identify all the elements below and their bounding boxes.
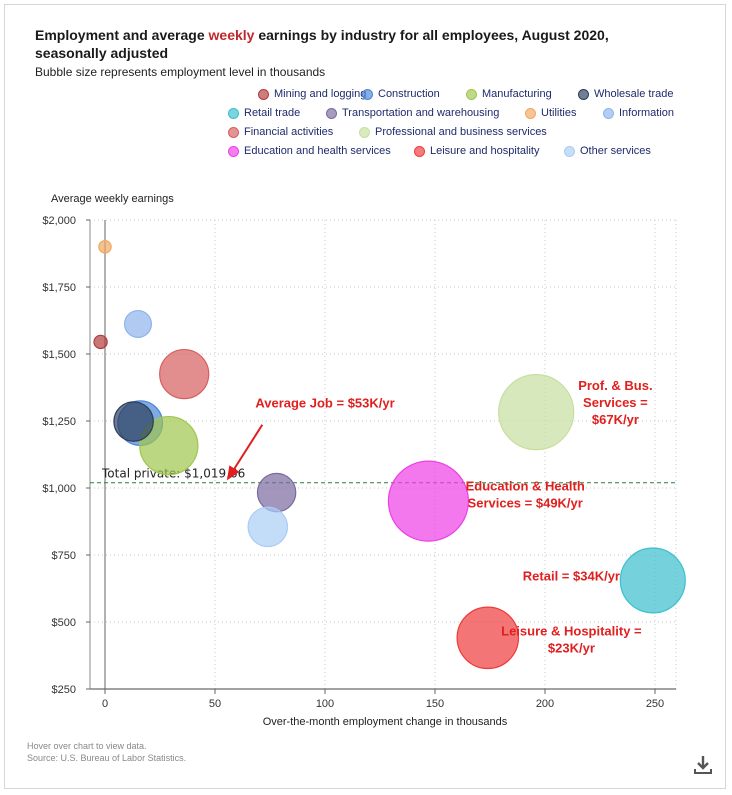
- bubble-point[interactable]: Other services: [247, 506, 289, 548]
- annotation-arrow: [226, 424, 264, 481]
- legend-item[interactable]: Transportation and warehousing: [326, 107, 499, 119]
- download-button[interactable]: [693, 754, 713, 776]
- legend-label: Education and health services: [244, 145, 391, 157]
- chart-subtitle: Bubble size represents employment level …: [35, 65, 326, 79]
- x-tick-label: 50: [209, 698, 221, 710]
- bubble-point[interactable]: Financial activities: [159, 348, 210, 400]
- annotation-text: $67K/yr: [592, 412, 639, 427]
- x-tick-label: 150: [426, 698, 444, 710]
- footer-note: Hover over chart to view data. Source: U…: [27, 740, 186, 764]
- chart-frame: [4, 4, 726, 789]
- x-tick-label: 200: [536, 698, 554, 710]
- legend-label: Retail trade: [244, 107, 301, 119]
- hover-hint: Hover over chart to view data.: [27, 741, 147, 751]
- legend-label: Utilities: [541, 107, 577, 119]
- annotation-text: Retail = $34K/yr: [523, 568, 620, 583]
- bubble-point[interactable]: Retail trade: [619, 547, 686, 614]
- legend-label: Other services: [580, 145, 651, 157]
- annotation-text: Services =: [583, 395, 648, 410]
- legend-label: Wholesale trade: [594, 88, 674, 100]
- bubble-point[interactable]: Wholesale trade: [113, 401, 154, 442]
- bubble-point[interactable]: Information: [123, 309, 153, 339]
- annotation-text: Average Job = $53K/yr: [255, 396, 394, 411]
- bubble-point[interactable]: Manufacturing: [139, 415, 199, 476]
- legend-label: Financial activities: [244, 126, 334, 138]
- legend-swatch: [228, 126, 239, 138]
- y-tick-label: $2,000: [42, 215, 76, 227]
- legend-swatch: [362, 88, 373, 100]
- y-tick-label: $250: [52, 684, 76, 696]
- bubble-point[interactable]: Utilities: [98, 240, 112, 254]
- legend-label: Transportation and warehousing: [342, 107, 500, 119]
- legend-label: Information: [619, 107, 675, 119]
- bubble-point[interactable]: Education and health services: [387, 460, 469, 542]
- legend-swatch: [466, 88, 477, 100]
- annotation-text: Services = $49K/yr: [468, 496, 583, 511]
- legend-label: Mining and logging: [274, 88, 367, 100]
- legend-swatch: [414, 145, 425, 157]
- source-text: Source: U.S. Bureau of Labor Statistics.: [27, 753, 187, 763]
- y-tick-label: $500: [52, 617, 76, 629]
- legend-label: Manufacturing: [482, 88, 552, 100]
- y-tick-label: $750: [52, 550, 76, 562]
- legend-swatch: [525, 107, 536, 119]
- legend-item[interactable]: Professional and business services: [359, 126, 547, 138]
- legend-item[interactable]: Information: [603, 107, 674, 119]
- bubble-point[interactable]: Professional and business services: [498, 374, 575, 451]
- legend-label: Construction: [378, 88, 440, 100]
- legend-swatch: [359, 126, 370, 138]
- bubble-point[interactable]: Mining and logging: [93, 334, 108, 350]
- y-tick-label: $1,000: [42, 483, 76, 495]
- legend-item[interactable]: Manufacturing: [466, 88, 552, 100]
- bubble-point[interactable]: Leisure and hospitality: [456, 606, 520, 670]
- download-icon: [694, 756, 712, 774]
- legend-swatch: [578, 88, 589, 100]
- bubble-point[interactable]: Transportation and warehousing: [256, 472, 297, 513]
- legend-label: Professional and business services: [375, 126, 547, 138]
- x-tick-label: 100: [316, 698, 334, 710]
- legend-swatch: [228, 107, 239, 119]
- legend-item[interactable]: Education and health services: [228, 145, 391, 157]
- chart-title: Employment and average weekly earnings b…: [35, 27, 609, 61]
- y-tick-label: $1,750: [42, 282, 76, 294]
- annotation-text: Leisure & Hospitality =: [501, 623, 642, 638]
- legend-swatch: [603, 107, 614, 119]
- x-tick-label: 0: [102, 698, 108, 710]
- legend-item[interactable]: Other services: [564, 145, 651, 157]
- y-tick-label: $1,250: [42, 416, 76, 428]
- legend-item[interactable]: Retail trade: [228, 107, 300, 119]
- annotation-text: Education & Health: [466, 479, 585, 494]
- legend-item[interactable]: Construction: [362, 88, 440, 100]
- legend-swatch: [326, 107, 337, 119]
- legend-item[interactable]: Financial activities: [228, 126, 333, 138]
- legend-item[interactable]: Wholesale trade: [578, 88, 674, 100]
- legend-swatch: [228, 145, 239, 157]
- legend-item[interactable]: Leisure and hospitality: [414, 145, 539, 157]
- annotation-text: $23K/yr: [548, 640, 595, 655]
- legend-swatch: [564, 145, 575, 157]
- legend-item[interactable]: Mining and logging: [258, 88, 366, 100]
- annotation-text: Prof. & Bus.: [578, 378, 652, 393]
- y-axis-label: Average weekly earnings: [51, 193, 174, 205]
- legend-item[interactable]: Utilities: [525, 107, 576, 119]
- x-axis-label: Over-the-month employment change in thou…: [262, 716, 508, 728]
- y-tick-label: $1,500: [42, 349, 76, 361]
- legend-label: Leisure and hospitality: [430, 145, 540, 157]
- legend-swatch: [258, 88, 269, 100]
- x-tick-label: 250: [646, 698, 664, 710]
